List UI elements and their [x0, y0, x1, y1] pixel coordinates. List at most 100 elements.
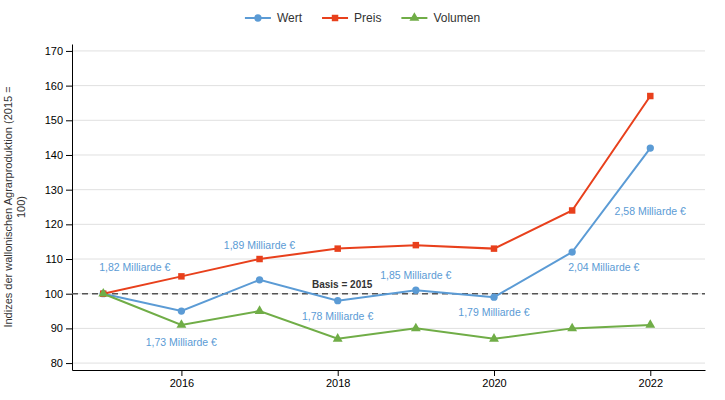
reference-line-label: Basis = 2015 [312, 279, 373, 290]
y-axis-title-line: Indizes der wallonischen Agrarproduktion… [2, 86, 14, 327]
series-marker [567, 323, 577, 332]
y-grid-line [72, 120, 705, 121]
y-grid-line [72, 50, 705, 51]
y-tick-mark [66, 259, 72, 260]
annotation: 1,78 Milliarde € [302, 310, 373, 322]
series-marker [489, 333, 499, 342]
x-tick-label: 2018 [326, 377, 350, 389]
plot: 2016 2018 2020 2022 80 90 100 110 120 130 140 150 16… [2, 45, 706, 389]
y-tick-mark [66, 120, 72, 121]
y-axis: 80 90 100 110 120 130 140 150 160 170 [45, 45, 73, 371]
series-marker [178, 307, 185, 314]
x-tick: 2022 [639, 370, 663, 389]
series-marker [569, 207, 575, 213]
y-tick: 160 [45, 80, 72, 92]
series-marker [334, 297, 341, 304]
series-marker [256, 256, 262, 262]
y-tick-mark [66, 155, 72, 156]
y-grid-line [72, 259, 705, 260]
y-tick-label: 80 [51, 357, 63, 369]
legend-item: Wert [245, 11, 303, 25]
annotation: 1,79 Milliarde € [458, 306, 529, 318]
y-tick: 150 [45, 114, 72, 126]
y-tick-label: 110 [45, 253, 63, 265]
x-tick-mark [181, 370, 182, 376]
y-grid-line [72, 224, 705, 225]
x-tick-mark [338, 370, 339, 376]
x-tick: 2020 [482, 370, 506, 389]
legend-label: Volumen [433, 11, 480, 25]
y-tick-label: 90 [51, 322, 63, 334]
series-marker [645, 319, 655, 328]
series-marker [334, 245, 340, 251]
series-line [103, 148, 650, 311]
series-marker [647, 144, 654, 151]
legend-swatch-marker [254, 14, 261, 21]
annotations: 1,82 Milliarde €1,73 Milliarde €1,89 Mil… [99, 205, 686, 348]
y-tick-mark [66, 86, 72, 87]
y-axis-line [72, 45, 73, 371]
y-axis-title: Indizes der wallonischen Agrarproduktion… [2, 86, 27, 327]
x-tick: 2016 [170, 370, 194, 389]
y-tick-label: 160 [45, 80, 63, 92]
y-tick-mark [66, 294, 72, 295]
annotation: 2,04 Milliarde € [568, 261, 639, 273]
y-tick-mark [66, 51, 72, 52]
y-tick: 90 [51, 322, 72, 334]
series-line [103, 96, 650, 294]
y-tick-label: 100 [45, 288, 63, 300]
y-tick-label: 140 [45, 149, 63, 161]
legend-swatch-marker [332, 15, 338, 21]
x-axis-line [73, 370, 706, 371]
chart: 2016 2018 2020 2022 80 90 100 110 120 130 140 150 16… [0, 0, 725, 400]
y-tick-mark [66, 224, 72, 225]
y-tick-mark [66, 328, 72, 329]
series-marker [256, 276, 263, 283]
series-marker [568, 248, 575, 255]
legend-label: Preis [354, 11, 381, 25]
y-tick-label: 170 [45, 45, 63, 57]
y-tick-mark [66, 190, 72, 191]
y-tick-label: 150 [45, 114, 63, 126]
series-marker [411, 323, 421, 332]
y-tick-label: 120 [45, 218, 63, 230]
annotation: 1,82 Milliarde € [99, 261, 170, 273]
chart-container: 2016 2018 2020 2022 80 90 100 110 120 130 140 150 16… [0, 0, 725, 400]
y-tick: 130 [45, 184, 72, 196]
y-grid-line [72, 363, 705, 364]
annotation: 1,85 Milliarde € [380, 269, 451, 281]
y-grid-line [72, 328, 705, 329]
series-marker [413, 242, 419, 248]
x-tick: 2018 [326, 370, 350, 389]
series-marker [490, 294, 497, 301]
legend: Wert Preis Volumen [245, 11, 480, 25]
series-marker [412, 287, 419, 294]
x-axis: 2016 2018 2020 2022 [73, 370, 706, 389]
legend-label: Wert [277, 11, 303, 25]
y-tick: 140 [45, 149, 72, 161]
y-grid-line [72, 85, 705, 86]
series-marker [333, 333, 343, 342]
legend-item: Preis [322, 11, 381, 25]
series-marker [255, 305, 265, 314]
legend-item: Volumen [401, 11, 480, 25]
series-marker [491, 245, 497, 251]
x-tick-label: 2020 [482, 377, 506, 389]
y-tick: 80 [51, 357, 72, 369]
legend-swatch-marker [409, 12, 419, 21]
y-axis-title-line: 100) [15, 196, 27, 218]
x-tick-mark [494, 370, 495, 376]
grid [72, 51, 705, 363]
marks [72, 93, 705, 342]
y-tick: 120 [45, 218, 72, 230]
y-grid-line [72, 189, 705, 190]
x-tick-label: 2016 [170, 377, 194, 389]
series-marker [647, 93, 653, 99]
series-line [103, 294, 650, 339]
series-marker [176, 319, 186, 328]
x-tick-mark [650, 370, 651, 376]
y-tick: 170 [45, 45, 72, 57]
annotation: 1,89 Milliarde € [224, 239, 295, 251]
x-tick-label: 2022 [639, 377, 663, 389]
annotation: 2,58 Milliarde € [615, 205, 686, 217]
